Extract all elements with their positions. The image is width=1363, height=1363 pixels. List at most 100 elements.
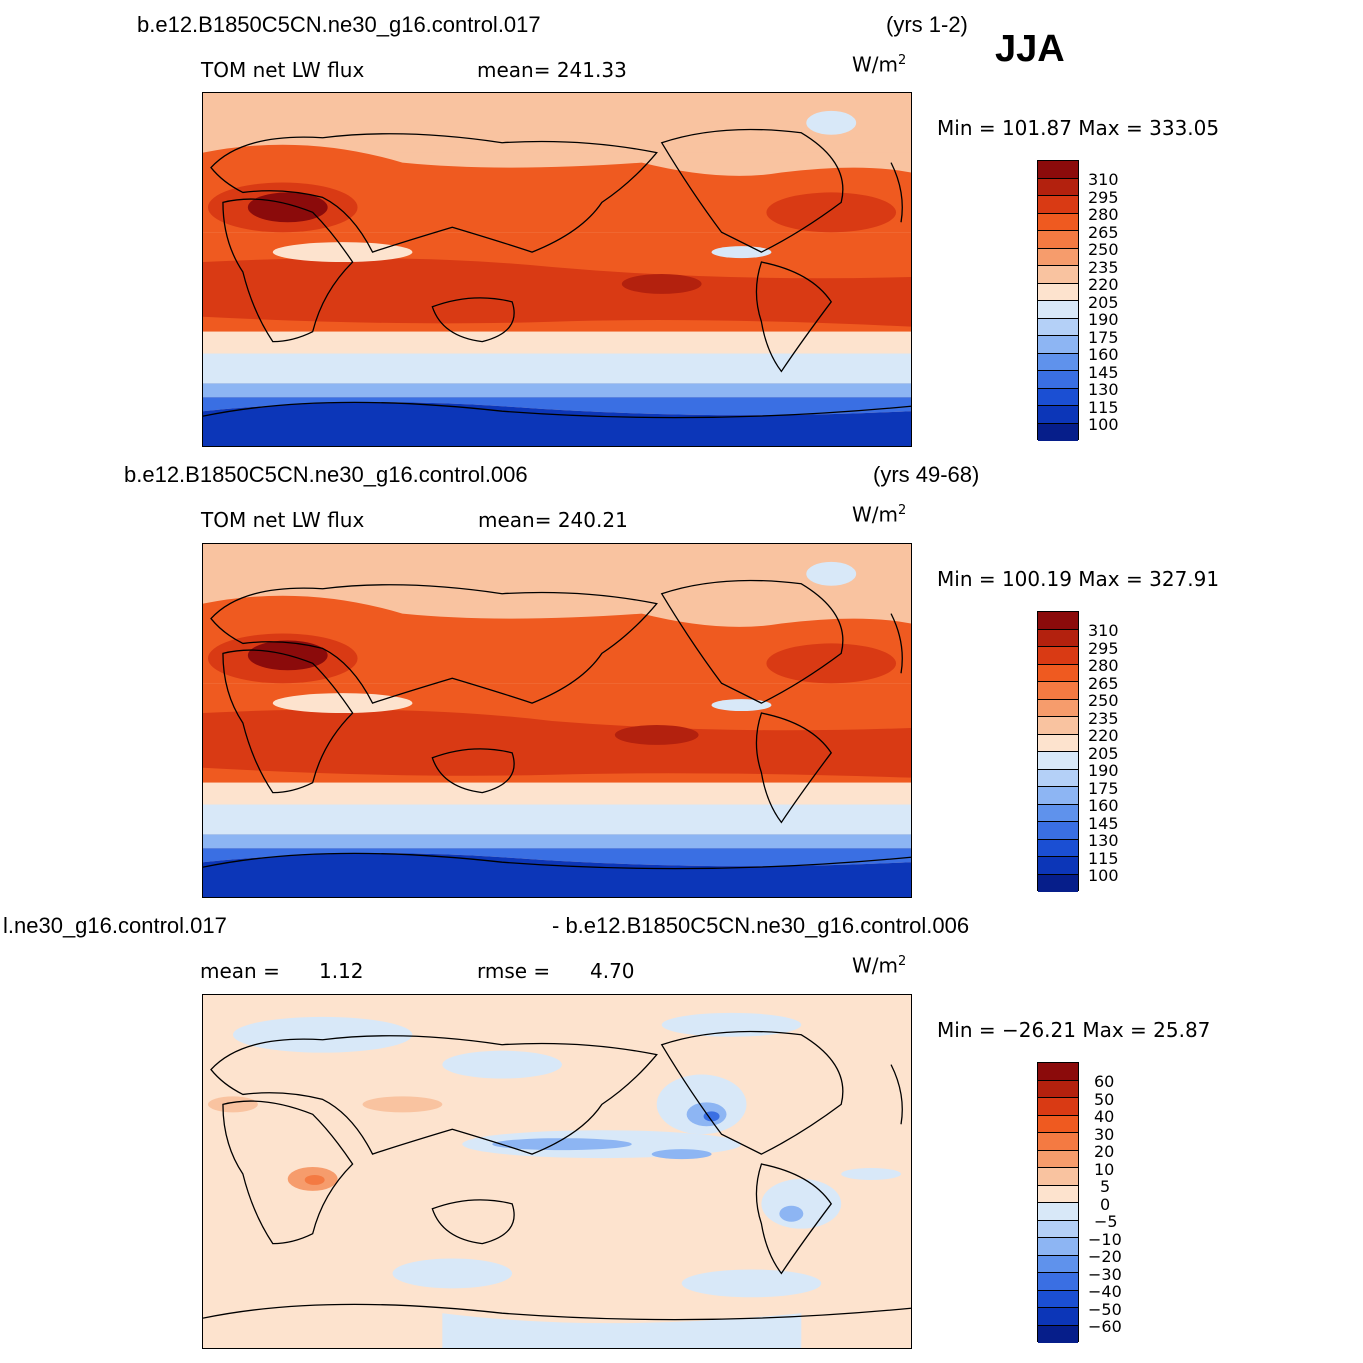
panel2-colorbar-swatch [1038,629,1078,647]
panel2-colorbar-swatch [1038,822,1078,840]
panel2-colorbar-swatch [1038,717,1078,735]
colorbar-tick-label: 310 [1088,170,1119,189]
colorbar-tick-label: 235 [1088,708,1119,728]
colorbar-tick-label: −40 [1088,1282,1122,1301]
panel3-colorbar-swatch [1038,1238,1078,1256]
panel3-colorbar-swatch [1038,1133,1078,1151]
panel2-colorbar-swatch [1038,804,1078,822]
colorbar-tick-label: −30 [1088,1264,1122,1284]
panel3-case-right: - b.e12.B1850C5CN.ne30_g16.control.006 [552,913,970,938]
panel2-colorbar-swatch [1038,874,1078,892]
colorbar-tick-label: 5 [1100,1177,1111,1196]
panel3-colorbar-swatch [1038,1115,1078,1133]
panel3-map [202,994,912,1349]
colorbar-tick-label: −20 [1088,1247,1122,1266]
panel2-map-field [203,544,911,897]
colorbar-tick-label: 100 [1088,415,1119,434]
panel3-colorbar-swatch [1038,1308,1078,1326]
colorbar-tick-label: 30 [1094,1124,1115,1144]
panel1-colorbar-swatch [1038,213,1078,231]
colorbar-tick-label: 220 [1088,726,1119,745]
colorbar-tick-label: 190 [1088,761,1119,780]
panel1-colorbar-swatch [1038,336,1078,354]
panel3-colorbar-swatch [1038,1150,1078,1168]
colorbar-tick-label: 0 [1100,1194,1111,1214]
panel2-colorbar-swatch [1038,769,1078,787]
colorbar-tick-label: 265 [1088,673,1119,693]
panel2-colorbar-swatch [1038,857,1078,875]
panel1-colorbar-swatch [1038,406,1078,424]
panel3-map-field [203,995,911,1348]
colorbar-tick-label: 190 [1088,310,1119,329]
panel1-colorbar-swatch [1038,248,1078,266]
colorbar-tick-label: 10 [1094,1159,1115,1179]
colorbar-tick-label: −5 [1094,1212,1118,1231]
panel1-colorbar-swatch [1038,301,1078,319]
panel3-case-left: l.ne30_g16.control.017 [3,913,227,938]
panel2-map [202,543,912,898]
panel1-colorbar-swatch [1038,178,1078,196]
panel2-colorbar-swatch [1038,787,1078,805]
colorbar-tick-label: 115 [1088,397,1119,417]
panel1-colorbar-swatch [1038,318,1078,336]
panel1-colorbar [1037,160,1079,441]
panel1-colorbar-swatch [1038,388,1078,406]
colorbar-tick-label: 20 [1094,1142,1115,1161]
panel3-colorbar-swatch [1038,1168,1078,1186]
colorbar-tick-label: 175 [1088,778,1119,798]
panel3-mean-value: 1.12 [319,959,364,983]
panel2-colorbar [1037,611,1079,892]
panel3-units: W/m2 [852,953,907,978]
colorbar-tick-label: 100 [1088,866,1119,885]
panel2-units: W/m2 [852,502,907,527]
colorbar-tick-label: 280 [1088,656,1119,675]
panel1-colorbar-swatch [1038,161,1078,179]
colorbar-tick-label: −10 [1088,1229,1122,1249]
panel3-colorbar-swatch [1038,1273,1078,1291]
panel3-colorbar [1037,1062,1079,1343]
panel1-minmax: Min = 101.87 Max = 333.05 [937,116,1220,140]
panel2-colorbar-swatch [1038,752,1078,770]
colorbar-tick-label: 235 [1088,257,1119,277]
colorbar-tick-label: −50 [1088,1299,1122,1319]
colorbar-tick-label: 145 [1088,362,1119,382]
panel1-case-title: b.e12.B1850C5CN.ne30_g16.control.017 [137,12,541,37]
panel3-colorbar-swatch [1038,1098,1078,1116]
panel1-years: (yrs 1-2) [886,12,968,37]
panel2-years: (yrs 49-68) [873,462,980,487]
colorbar-tick-label: 130 [1088,831,1119,850]
panel1-colorbar-swatch [1038,423,1078,441]
panel3-rmse-label: rmse = [477,959,551,983]
colorbar-tick-label: 295 [1088,638,1119,658]
panel3-colorbar-swatch [1038,1325,1078,1343]
panel1-mean-label: mean= 241.33 [477,58,627,82]
colorbar-tick-label: 115 [1088,848,1119,868]
panel1-colorbar-swatch [1038,266,1078,284]
panel3-colorbar-swatch [1038,1290,1078,1308]
panel2-variable-label: TOM net LW flux [201,508,365,532]
panel1-colorbar-swatch [1038,196,1078,214]
panel1-map [202,92,912,447]
panel2-colorbar-swatch [1038,647,1078,665]
panel3-colorbar-swatch [1038,1203,1078,1221]
panel2-colorbar-swatch [1038,699,1078,717]
panel1-colorbar-swatch [1038,231,1078,249]
panel1-map-field [203,93,911,446]
panel1-variable-label: TOM net LW flux [201,58,365,82]
panel2-mean-label: mean= 240.21 [478,508,628,532]
colorbar-tick-label: 205 [1088,292,1119,312]
panel3-colorbar-swatch [1038,1063,1078,1081]
colorbar-tick-label: 160 [1088,345,1119,364]
panel2-case-title: b.e12.B1850C5CN.ne30_g16.control.006 [124,462,528,487]
panel2-minmax: Min = 100.19 Max = 327.91 [937,567,1220,591]
colorbar-tick-label: 40 [1094,1107,1115,1126]
panel3-colorbar-swatch [1038,1185,1078,1203]
colorbar-tick-label: 175 [1088,327,1119,347]
colorbar-tick-label: 50 [1094,1089,1115,1109]
colorbar-tick-label: 250 [1088,240,1119,259]
panel1-units: W/m2 [852,52,907,77]
colorbar-tick-label: −60 [1088,1317,1122,1336]
colorbar-tick-label: 310 [1088,621,1119,640]
panel2-colorbar-swatch [1038,682,1078,700]
season-label: JJA [995,28,1065,70]
